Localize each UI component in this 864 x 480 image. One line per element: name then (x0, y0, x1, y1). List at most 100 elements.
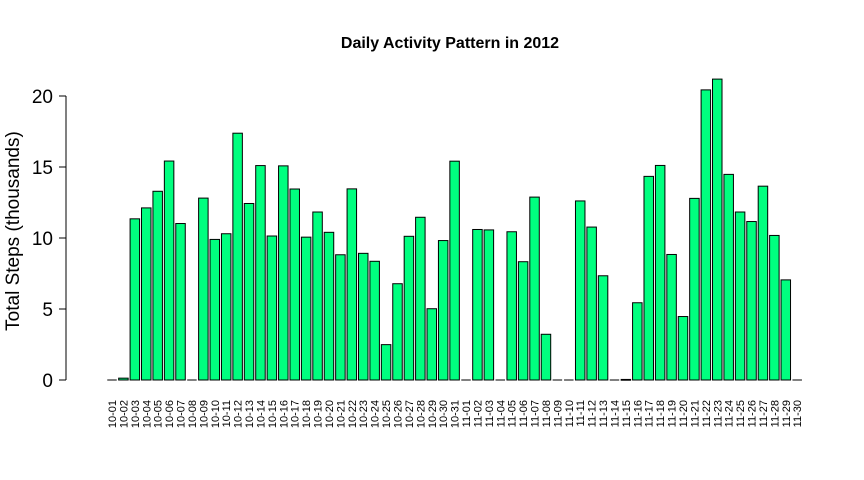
bar-10-13 (243, 202, 255, 381)
x-tick-label: 11-18 (655, 400, 667, 427)
bar-11-23 (712, 78, 723, 381)
x-tick-label: 10-18 (301, 400, 313, 428)
x-tick-label: 11-09 (552, 400, 564, 427)
x-tick-label: 10-12 (233, 400, 245, 428)
x-tick-label: 11-22 (701, 400, 713, 427)
x-tick-label: 11-12 (587, 400, 599, 427)
y-tick-label: 0 (42, 371, 53, 392)
bar-10-19 (312, 211, 323, 381)
x-tick-label: 11-13 (598, 400, 610, 427)
y-axis-label: Total Steps (thousands) (3, 131, 24, 331)
bar-10-26 (392, 283, 403, 381)
bar-11-24 (723, 173, 734, 381)
x-tick-label: 10-28 (415, 400, 427, 428)
x-tick-label: 10-22 (347, 400, 359, 428)
x-tick-label: 11-04 (495, 400, 507, 427)
bar-11-20 (677, 316, 689, 381)
bar-10-20 (323, 231, 335, 381)
x-tick-label: 11-08 (541, 400, 553, 427)
bar-10-02 (118, 377, 129, 381)
bar-10-15 (266, 235, 278, 381)
bar-11-05 (506, 231, 517, 381)
bar-11-27 (757, 185, 769, 381)
bar-11-02 (472, 228, 483, 381)
bar-10-24 (369, 260, 380, 381)
y-axis: 0 5 10 15 20 (32, 87, 67, 392)
bar-11-03 (483, 229, 495, 381)
bar-10-16 (278, 165, 289, 381)
bar-11-19 (666, 253, 677, 381)
x-tick-label: 11-16 (632, 400, 644, 427)
x-tick-label: 11-23 (712, 400, 724, 427)
x-tick-label: 10-20 (324, 400, 336, 428)
bars-group (107, 78, 802, 381)
x-tick-label: 10-02 (118, 400, 130, 428)
x-tick-label: 10-19 (313, 400, 325, 428)
bar-10-28 (415, 216, 426, 381)
x-tick-label: 10-21 (335, 400, 347, 428)
x-tick-label: 11-21 (689, 400, 701, 427)
x-tick-label: 10-07 (176, 400, 188, 428)
x-tick-label: 11-03 (484, 400, 496, 427)
x-tick-label: 11-05 (507, 400, 519, 427)
x-tick-label: 10-25 (381, 400, 393, 428)
x-tick-label: 10-29 (427, 400, 439, 428)
x-tick-label: 10-30 (438, 400, 450, 428)
x-tick-label: 10-04 (141, 400, 153, 428)
bar-10-27 (403, 235, 415, 381)
x-tick-label: 11-10 (564, 400, 576, 427)
x-tick-label: 11-15 (621, 400, 633, 427)
bar-10-07 (175, 223, 186, 381)
x-tick-label: 11-19 (667, 400, 679, 427)
bar-10-30 (437, 240, 449, 381)
x-tick-label: 11-25 (735, 400, 747, 427)
bar-11-11 (574, 200, 586, 381)
x-tick-label: 11-17 (644, 400, 656, 427)
bar-11-17 (643, 175, 654, 381)
bar-10-06 (163, 160, 175, 381)
y-tick-label: 20 (32, 87, 53, 108)
x-tick-label: 11-28 (769, 400, 781, 427)
bar-10-22 (346, 188, 358, 381)
y-tick-label: 10 (32, 229, 53, 250)
x-tick-label: 11-24 (724, 400, 736, 427)
bar-11-21 (689, 197, 700, 381)
x-tick-label: 11-26 (747, 400, 759, 427)
bar-10-23 (357, 252, 369, 381)
x-tick-label: 11-07 (530, 400, 542, 427)
x-tick-label: 10-11 (221, 400, 233, 427)
x-tick-labels: 10-01 10-02 10-03 10-04 10-05 10-06 10-07 10-08… (107, 400, 804, 428)
x-tick-label: 11-27 (758, 400, 770, 427)
bar-11-26 (746, 221, 757, 381)
bar-11-08 (540, 333, 552, 381)
x-tick-label: 11-02 (472, 400, 484, 427)
bar-10-17 (289, 188, 300, 381)
bar-10-12 (232, 132, 243, 381)
x-tick-label: 10-09 (198, 400, 210, 428)
x-tick-label: 11-20 (678, 400, 690, 427)
bar-11-13 (597, 275, 609, 381)
bar-10-29 (426, 308, 438, 381)
bar-11-12 (586, 226, 597, 381)
x-tick-label: 10-06 (164, 400, 176, 428)
bar-10-11 (220, 233, 232, 381)
y-tick-label: 15 (32, 158, 53, 179)
bar-11-18 (654, 164, 666, 381)
x-tick-label: 10-23 (358, 400, 370, 428)
chart-title: Daily Activity Pattern in 2012 (341, 35, 559, 52)
bar-10-31 (449, 160, 460, 381)
x-tick-label: 10-31 (450, 400, 462, 428)
x-tick-label: 10-24 (370, 400, 382, 428)
x-tick-label: 10-13 (244, 400, 256, 428)
x-tick-label: 10-10 (210, 400, 222, 428)
bar-10-05 (152, 190, 163, 381)
x-tick-label: 11-11 (575, 400, 587, 427)
bar-10-18 (300, 236, 312, 381)
x-tick-label: 10-26 (393, 400, 405, 428)
y-tick-label: 5 (42, 300, 53, 321)
bar-11-28 (769, 234, 780, 381)
bar-11-07 (529, 196, 540, 381)
x-tick-label: 11-01 (461, 400, 473, 427)
x-tick-label: 10-08 (187, 400, 199, 428)
bar-11-25 (734, 211, 746, 381)
